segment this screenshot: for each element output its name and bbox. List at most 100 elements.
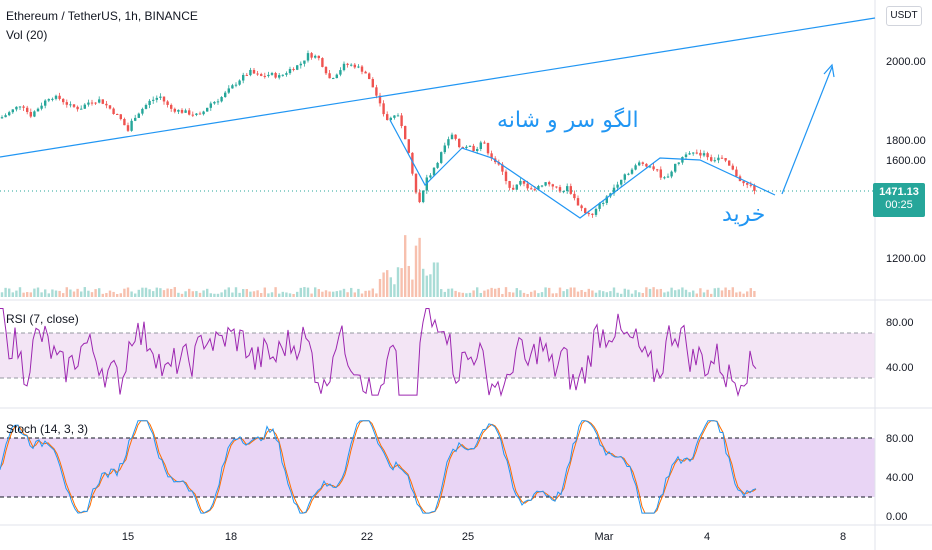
volume-bar (544, 287, 547, 297)
candle-body (634, 165, 637, 170)
volume-bar (720, 290, 724, 297)
candle-body (576, 198, 580, 206)
candle-body (44, 100, 47, 106)
candle-body (562, 191, 565, 193)
candle-body (328, 73, 331, 79)
candle-body (94, 102, 97, 104)
volume-bar (584, 291, 587, 297)
candle-body (440, 152, 443, 163)
price-tick-1800: 1800.00 (886, 135, 926, 147)
rsi-label: RSI (7, close) (6, 312, 79, 326)
volume-bar (623, 288, 626, 297)
volume-bar (274, 287, 277, 297)
currency-button[interactable]: USDT (886, 6, 922, 26)
volume-bar (105, 292, 108, 297)
volume-bar (414, 245, 418, 297)
volume-bar (407, 265, 410, 297)
rsi-band (0, 333, 875, 378)
candle-body (281, 74, 284, 76)
volume-bar (688, 292, 691, 297)
volume-bar (429, 274, 432, 297)
candle-body (447, 139, 450, 146)
buy-annotation[interactable]: خرید (722, 202, 766, 227)
candle-body (422, 190, 425, 203)
time-tick: 25 (462, 531, 474, 543)
volume-bar (231, 292, 234, 297)
candle-body (148, 100, 151, 105)
candle-body (227, 88, 230, 93)
volume-bar (26, 292, 29, 297)
candle-body (735, 169, 738, 177)
candle-body (141, 108, 144, 114)
candle-body (458, 138, 461, 148)
volume-bar (40, 292, 43, 297)
volume-bar (94, 289, 97, 297)
candle-body (432, 167, 436, 176)
volume-bar (141, 287, 144, 297)
volume-bar (569, 287, 572, 297)
candle-body (324, 66, 328, 74)
candle-body (371, 79, 374, 88)
candle-body (587, 213, 590, 215)
candle-body (749, 184, 752, 186)
candle-body (483, 142, 486, 144)
volume-bar (353, 292, 356, 297)
head-shoulders-drawing[interactable] (389, 119, 776, 219)
volume-bar (440, 289, 443, 297)
volume-bar (332, 291, 335, 297)
candle-body (198, 113, 202, 115)
candle-body (551, 184, 554, 187)
candle-body (623, 174, 626, 180)
volume-bar (483, 290, 486, 297)
volume-bar (90, 292, 94, 297)
volume-bar (656, 289, 659, 297)
candle-body (476, 148, 479, 152)
volume-bar (562, 291, 565, 297)
stoch-k-line (0, 420, 757, 514)
long-trendline[interactable] (0, 17, 876, 158)
candle-body (267, 74, 270, 77)
volume-bar (746, 291, 749, 297)
pattern-annotation[interactable]: الگو سر و شانه (497, 108, 639, 133)
volume-bar (508, 292, 511, 297)
volume-bar (116, 293, 119, 297)
candle-body (393, 115, 396, 118)
volume-bar (213, 293, 216, 297)
candle-body (389, 117, 392, 121)
candle-body (666, 176, 670, 178)
volume-bar (540, 292, 544, 297)
candle-body (674, 163, 677, 172)
volume-bar (468, 292, 472, 297)
volume-bar (609, 291, 612, 297)
candle-body (238, 80, 241, 85)
rsi-tick-40: 40.00 (886, 362, 914, 374)
volume-bar (112, 291, 115, 297)
time-tick: 18 (225, 531, 237, 543)
volume-bar (382, 272, 385, 297)
volume-bar (461, 292, 464, 297)
candle-body (353, 64, 356, 68)
candle-body (382, 103, 385, 115)
candle-body (584, 208, 587, 214)
volume-bar (270, 292, 274, 297)
volume-bar (501, 293, 504, 297)
candle-body (378, 95, 382, 104)
stoch-band (0, 438, 875, 497)
volume-bar (663, 292, 666, 297)
candle-body (202, 111, 205, 115)
candle-body (137, 113, 140, 118)
volume-bar (652, 287, 655, 297)
volume-bar (515, 288, 518, 297)
candle-body (33, 111, 36, 117)
candle-body (681, 156, 684, 163)
volume-bar (292, 293, 295, 297)
candle-body (555, 186, 558, 188)
volume-bar (33, 288, 36, 297)
projection-arrow[interactable] (781, 66, 833, 195)
candle-body (335, 74, 338, 79)
volume-bar (198, 292, 202, 297)
volume-bar (249, 291, 252, 297)
rsi-tick-80: 80.00 (886, 317, 914, 329)
volume-bar (242, 289, 245, 297)
